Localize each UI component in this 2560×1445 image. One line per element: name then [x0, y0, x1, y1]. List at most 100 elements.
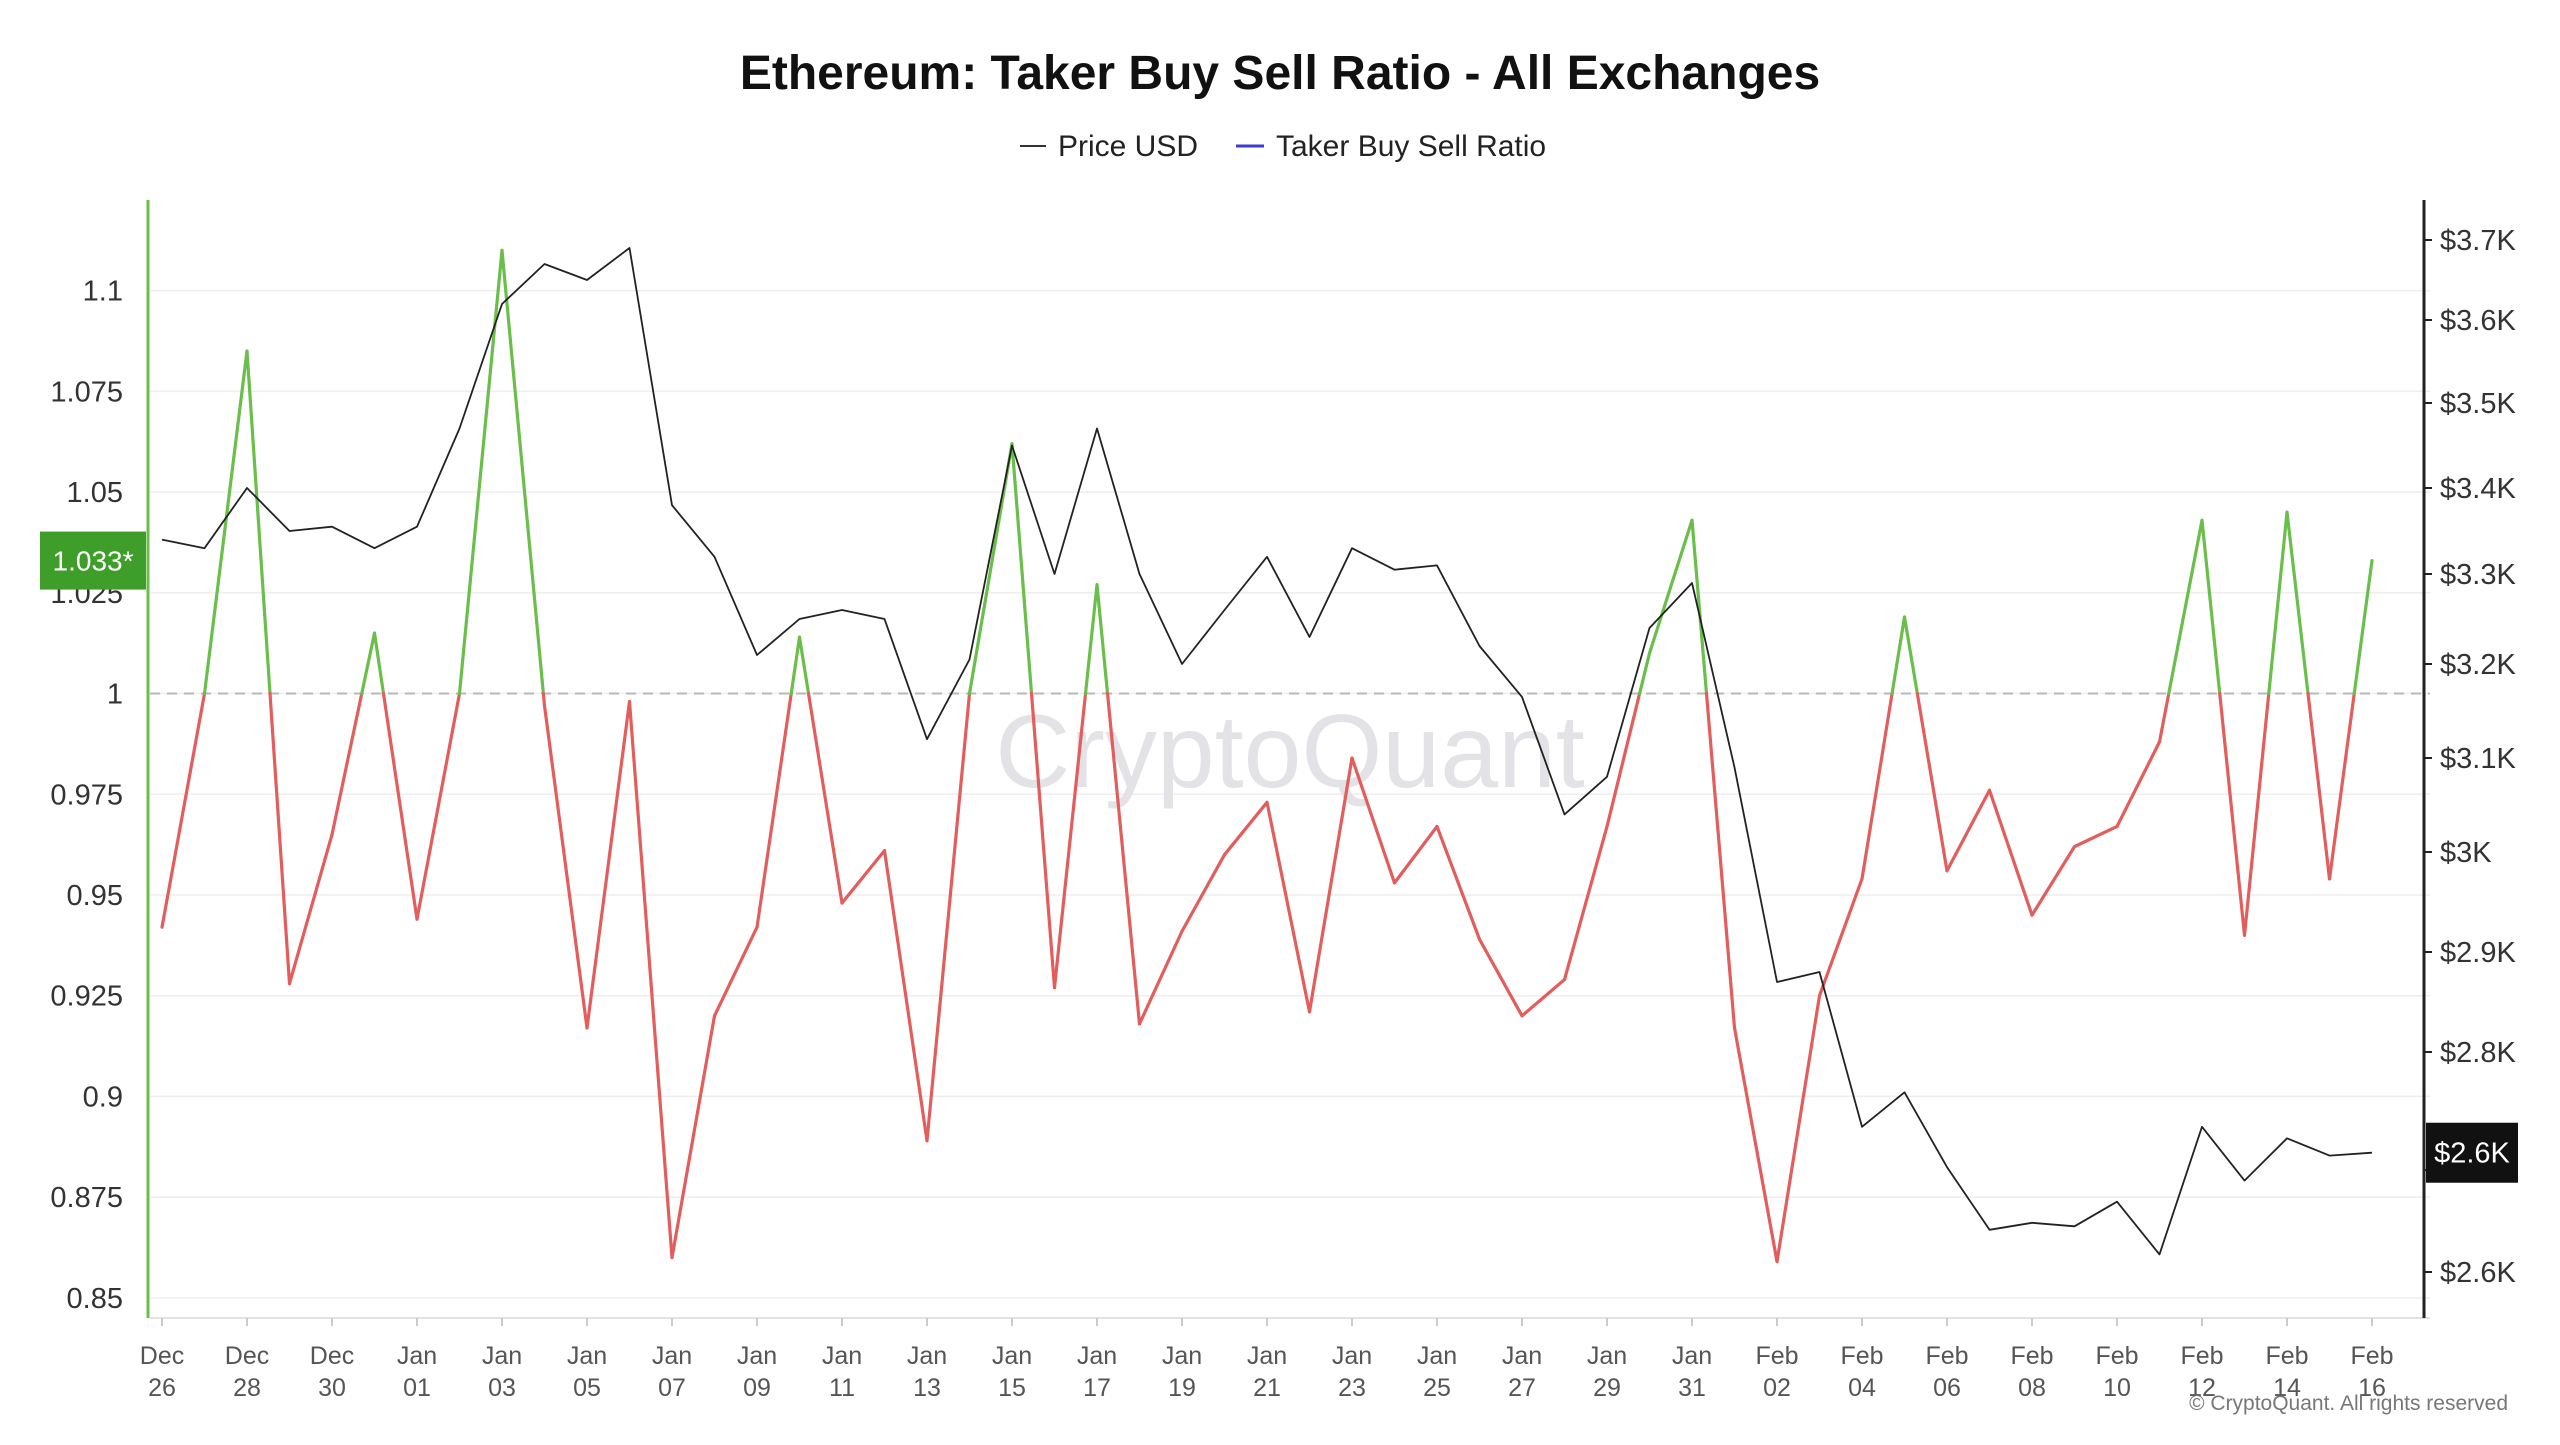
- ratio-line-segment: [502, 250, 543, 693]
- right-tick-label: $2.9K: [2440, 937, 2516, 969]
- x-tick-month: Jan: [482, 1342, 522, 1370]
- x-tick-day: 17: [1083, 1374, 1111, 1402]
- left-tick-label: 1.075: [50, 376, 123, 408]
- ratio-line-segment: [672, 1016, 715, 1258]
- ratio-line-segment: [1692, 520, 1707, 693]
- ratio-line-segment: [1182, 855, 1225, 932]
- ratio-line-segment: [1522, 980, 1565, 1016]
- x-tick-month: Feb: [1840, 1342, 1883, 1370]
- x-tick-month: Feb: [2010, 1342, 2053, 1370]
- left-current-value-label: 1.033*: [53, 546, 134, 577]
- x-tick-day: 10: [2103, 1374, 2131, 1402]
- x-tick-month: Feb: [2180, 1342, 2223, 1370]
- x-tick-day: 23: [1338, 1374, 1366, 1402]
- ratio-line-segment: [545, 706, 588, 1028]
- ratio-line-segment: [2308, 694, 2329, 879]
- x-tick-day: 02: [1763, 1374, 1791, 1402]
- ratio-line-segment: [2287, 512, 2308, 693]
- ratio-line-segment: [2220, 694, 2245, 936]
- ratio-line-segment: [1947, 790, 1990, 871]
- x-tick-month: Jan: [737, 1342, 777, 1370]
- right-tick-label: $3.1K: [2440, 743, 2516, 775]
- ratio-line-segment: [375, 633, 384, 693]
- x-tick-day: 19: [1168, 1374, 1196, 1402]
- x-tick-month: Dec: [310, 1342, 354, 1370]
- x-tick-day: 27: [1508, 1374, 1536, 1402]
- ratio-line-segment: [809, 694, 842, 903]
- x-tick-day: 28: [233, 1374, 261, 1402]
- ratio-line-segment: [630, 702, 673, 1258]
- ratio-line-segment: [332, 694, 362, 835]
- right-tick-label: $2.8K: [2440, 1037, 2516, 1069]
- x-tick-month: Jan: [1587, 1342, 1627, 1370]
- left-tick-label: 0.975: [50, 779, 123, 811]
- left-tick-label: 0.85: [67, 1283, 123, 1315]
- copyright-text: © CryptoQuant. All rights reserved: [2189, 1392, 2508, 1415]
- x-tick-month: Jan: [1162, 1342, 1202, 1370]
- x-tick-day: 01: [403, 1374, 431, 1402]
- ratio-line-segment: [247, 351, 270, 693]
- ratio-line-segment: [1892, 617, 1904, 694]
- x-tick-day: 29: [1593, 1374, 1621, 1402]
- left-tick-label: 0.9: [83, 1081, 123, 1113]
- ratio-line-segment: [791, 637, 799, 693]
- x-tick-month: Feb: [2265, 1342, 2308, 1370]
- ratio-line-segment: [1480, 939, 1523, 1016]
- ratio-line-segment: [1097, 585, 1108, 694]
- right-current-value-label: $2.6K: [2434, 1138, 2510, 1170]
- x-tick-day: 06: [1933, 1374, 1961, 1402]
- x-tick-month: Jan: [1672, 1342, 1712, 1370]
- x-tick-day: 09: [743, 1374, 771, 1402]
- left-tick-label: 0.875: [50, 1182, 123, 1214]
- x-tick-day: 11: [829, 1374, 855, 1402]
- ratio-line-segment: [460, 250, 503, 693]
- ratio-line-segment: [2269, 512, 2287, 693]
- x-tick-month: Feb: [1755, 1342, 1798, 1370]
- legend: Price USD Taker Buy Sell Ratio: [1020, 130, 1546, 163]
- ratio-line-segment: [1650, 520, 1693, 653]
- x-tick-day: 21: [1253, 1374, 1281, 1402]
- ratio-line-segment: [2160, 694, 2169, 742]
- ratio-line-segment: [2330, 694, 2355, 879]
- ratio-line-segment: [1140, 931, 1183, 1024]
- legend-label-price-usd: Price USD: [1058, 130, 1198, 163]
- x-tick-day: 26: [148, 1374, 176, 1402]
- ratio-line-segment: [1086, 585, 1097, 694]
- ratio-line-segment: [927, 694, 970, 1141]
- ratio-line-segment: [417, 694, 460, 920]
- ratio-line-segment: [757, 694, 791, 928]
- ratio-line-segment: [362, 633, 375, 693]
- x-tick-month: Dec: [140, 1342, 184, 1370]
- x-tick-month: Dec: [225, 1342, 269, 1370]
- legend-item-price-usd[interactable]: Price USD: [1020, 130, 1198, 163]
- x-tick-month: Feb: [2350, 1342, 2393, 1370]
- ratio-line-segment: [1012, 444, 1032, 694]
- left-tick-label: 0.925: [50, 981, 123, 1013]
- legend-item-taker-buy-sell-ratio[interactable]: Taker Buy Sell Ratio: [1236, 130, 1546, 163]
- ratio-line-segment: [1395, 826, 1438, 882]
- x-tick-month: Jan: [652, 1342, 692, 1370]
- right-tick-label: $3.6K: [2440, 305, 2516, 337]
- ratio-line-segment: [1437, 826, 1480, 939]
- ratio-line-segment: [2202, 520, 2220, 693]
- ratio-line-segment: [2075, 826, 2118, 846]
- ratio-line-segment: [162, 694, 205, 928]
- right-tick-label: $3.4K: [2440, 473, 2516, 505]
- ratio-line-segment: [1225, 802, 1268, 854]
- ratio-line-segment: [1565, 826, 1608, 979]
- x-tick-day: 15: [998, 1374, 1026, 1402]
- right-tick-label: $3.5K: [2440, 388, 2516, 420]
- right-tick-label: $3.2K: [2440, 649, 2516, 681]
- ratio-line-segment: [2032, 847, 2075, 915]
- right-tick-label: $3.3K: [2440, 559, 2516, 591]
- x-tick-month: Feb: [2095, 1342, 2138, 1370]
- ratio-line-segment: [383, 694, 417, 920]
- x-tick-month: Jan: [1502, 1342, 1542, 1370]
- x-tick-month: Jan: [822, 1342, 862, 1370]
- x-tick-day: 25: [1423, 1374, 1451, 1402]
- ratio-line-segment: [1862, 694, 1892, 879]
- x-tick-month: Jan: [1077, 1342, 1117, 1370]
- x-tick-day: 05: [573, 1374, 601, 1402]
- x-tick-month: Jan: [907, 1342, 947, 1370]
